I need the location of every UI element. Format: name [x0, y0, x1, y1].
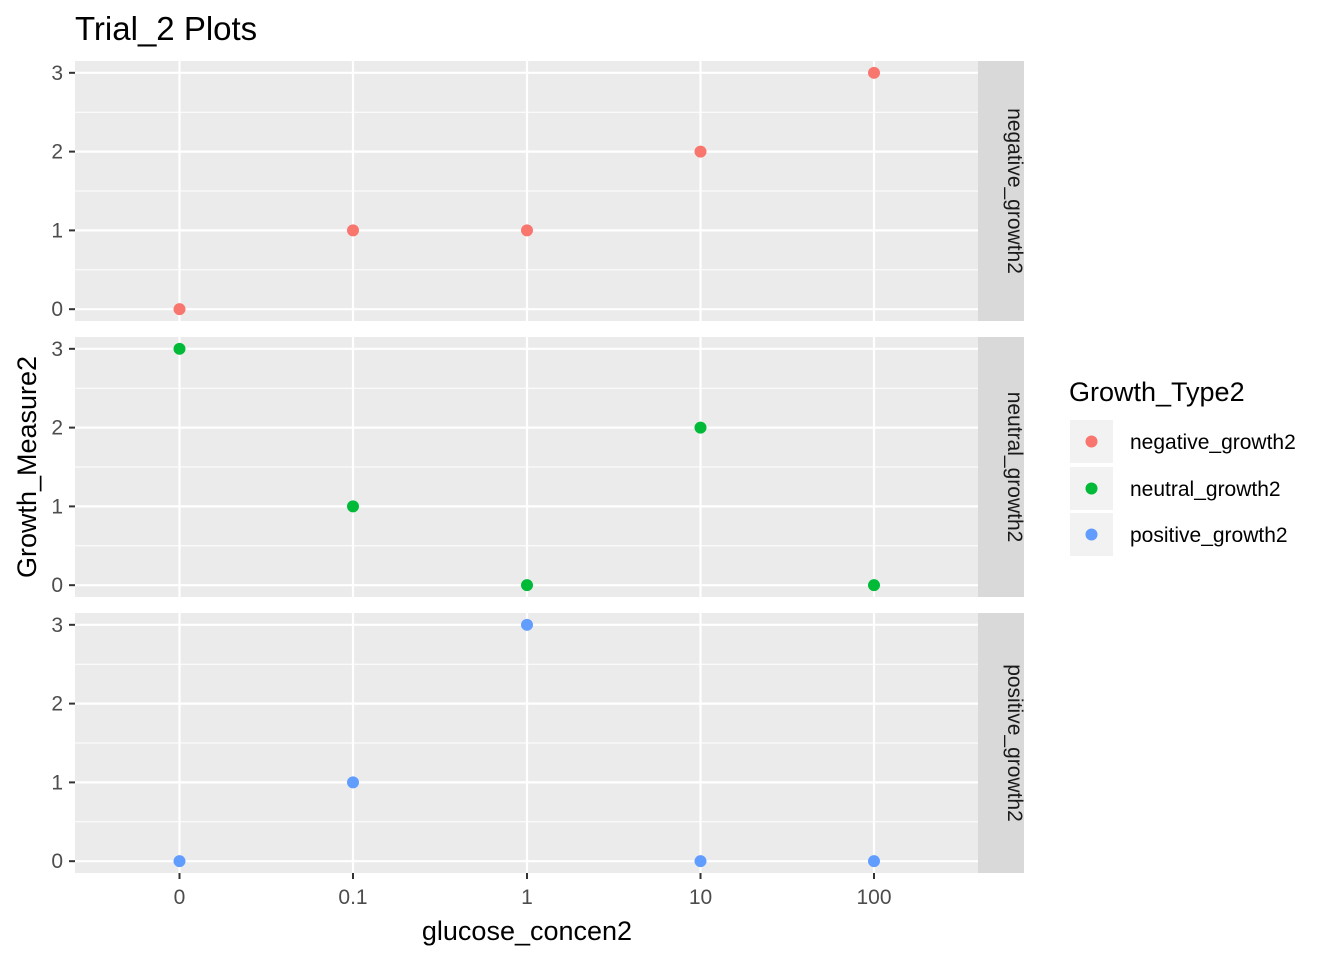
facet-panel-negative_growth2: 0 1 2 3 negative_growth2 [51, 61, 1026, 321]
y-tick-label: 2 [51, 141, 63, 164]
y-axis-title: Growth_Measure2 [12, 356, 42, 578]
x-tick-label: 1 [521, 886, 533, 909]
x-tick-label: 10 [689, 886, 712, 909]
y-tick-label: 3 [51, 614, 63, 637]
data-point-negative_growth2 [347, 224, 359, 237]
strip-label-neutral_growth2: neutral_growth2 [1003, 392, 1026, 543]
strip-label-positive_growth2: positive_growth2 [1003, 664, 1026, 822]
data-point-positive_growth2 [868, 855, 880, 868]
y-tick-label: 0 [51, 574, 63, 597]
data-point-neutral_growth2 [868, 579, 880, 592]
data-point-positive_growth2 [347, 776, 359, 789]
facet-panels: 0123negative_growth20123neutral_growth20… [51, 61, 1026, 909]
data-point-neutral_growth2 [694, 421, 707, 434]
y-tick-label: 3 [51, 62, 63, 85]
y-tick-label: 2 [51, 693, 63, 716]
data-point-negative_growth2 [521, 224, 533, 237]
data-point-positive_growth2 [694, 855, 707, 868]
data-point-positive_growth2 [173, 855, 186, 868]
y-tick-label: 0 [51, 298, 63, 321]
legend-key-positive_growth2 [1085, 528, 1098, 541]
y-tick-label: 3 [51, 338, 63, 361]
legend-key-negative_growth2 [1085, 435, 1098, 448]
y-tick-label: 1 [51, 771, 63, 794]
data-point-neutral_growth2 [521, 579, 533, 592]
data-point-negative_growth2 [694, 145, 707, 158]
y-tick-label: 2 [51, 417, 63, 440]
y-tick-label: 1 [51, 219, 63, 242]
strip-background [978, 61, 1024, 321]
legend-title: Growth_Type2 [1069, 377, 1245, 407]
data-point-negative_growth2 [173, 303, 186, 316]
x-axis-title: glucose_concen2 [422, 916, 632, 946]
legend-label-neutral_growth2: neutral_growth2 [1130, 478, 1281, 501]
data-point-neutral_growth2 [173, 342, 186, 355]
data-point-neutral_growth2 [347, 500, 359, 513]
strip-background [978, 337, 1024, 597]
x-tick-label: 100 [856, 886, 891, 909]
y-tick-label: 0 [51, 850, 63, 873]
data-point-negative_growth2 [868, 66, 880, 79]
strip-background [978, 613, 1024, 873]
facet-panel-neutral_growth2: 0 1 2 3 neutral_growth2 [51, 337, 1026, 597]
chart-title: Trial_2 Plots [75, 10, 257, 47]
x-tick-label: 0.1 [338, 886, 367, 909]
y-tick-label: 1 [51, 495, 63, 518]
data-point-positive_growth2 [521, 618, 533, 631]
x-tick-label: 0 [174, 886, 186, 909]
legend-key-neutral_growth2 [1085, 482, 1098, 495]
facet-panel-positive_growth2: 0 1 2 3 positive_growth2 [51, 613, 1026, 873]
legend: Growth_Type2 negative_growth2 neutral_gro… [1069, 377, 1296, 556]
strip-label-negative_growth2: negative_growth2 [1003, 108, 1026, 274]
legend-label-negative_growth2: negative_growth2 [1130, 431, 1296, 454]
legend-label-positive_growth2: positive_growth2 [1130, 524, 1288, 547]
